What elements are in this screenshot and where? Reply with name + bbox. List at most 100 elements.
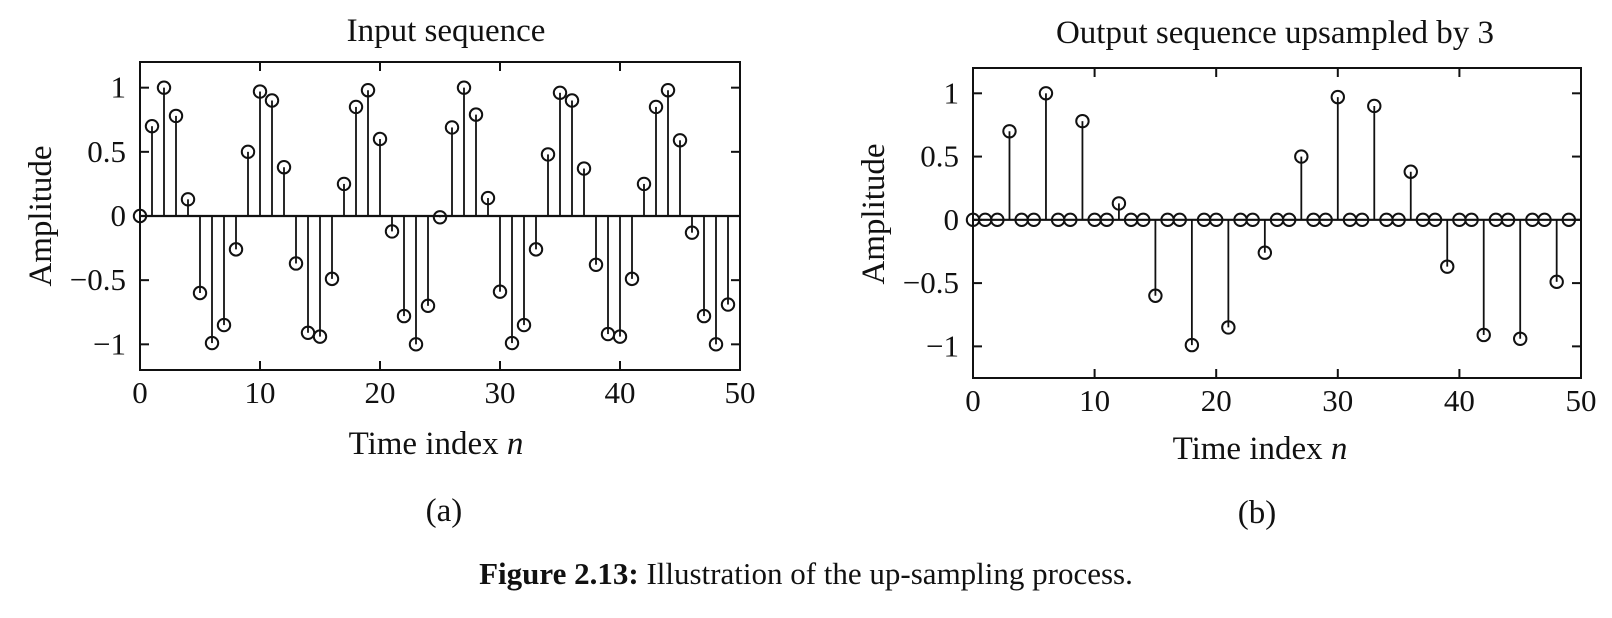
panel-a-stem-marker — [336, 176, 352, 192]
panel-a-stem-marker — [540, 147, 556, 162]
panel-b-stem-marker — [1513, 331, 1528, 346]
panel-b-stem-marker — [1038, 86, 1054, 101]
panel-a-stem-marker — [360, 83, 376, 98]
panel-b-stem-marker — [1063, 212, 1078, 228]
panel-a-stem-marker — [204, 335, 220, 351]
panel-b-stem-marker — [1561, 212, 1577, 228]
panel-a-x-tick-label: 50 — [725, 375, 756, 410]
panel-a-stem-marker — [288, 256, 304, 271]
panel-a-stem-marker — [552, 85, 568, 101]
panel-a-stem-marker — [324, 271, 340, 287]
panel-b-stem-marker — [1464, 212, 1479, 228]
panel-a-stem-marker — [192, 285, 208, 301]
panel-a-stem-marker — [240, 144, 256, 160]
panel-b-stem-marker — [1136, 212, 1151, 228]
panel-a-stem-marker — [216, 317, 232, 333]
panel-b-x-axis-label-variable: n — [1331, 431, 1348, 467]
figure-caption-label: Figure 2.13: — [479, 556, 639, 591]
panel-b-stem-marker — [1549, 274, 1564, 290]
panel-a-stem-marker — [516, 317, 532, 333]
panel-b-stem-marker — [1002, 124, 1017, 139]
panel-a-stem-marker — [660, 83, 676, 98]
panel-a-stem-marker — [276, 160, 292, 175]
panel-a-x-tick-label: 20 — [365, 375, 396, 410]
figure-caption: Figure 2.13: Illustration of the up-samp… — [479, 556, 1133, 591]
panel-a-plot-frame — [139, 61, 741, 371]
panel-a-stem-marker — [480, 190, 496, 206]
panel-a-x-axis-label-gap — [499, 426, 507, 462]
panel-a-input-sequence: Input sequence 0 10 20 30 40 50 −1 −0.5 0 0.5 1 Am… — [23, 13, 756, 529]
panel-b-stem-marker — [1221, 320, 1236, 335]
panel-b-x-axis-label-text: Time index — [1173, 431, 1324, 467]
panel-a-x-axis-label-variable: n — [507, 426, 524, 462]
panel-a-axes: 0 10 20 30 40 50 −1 −0.5 0 0.5 1 — [70, 62, 756, 410]
panel-a-y-tick-label: 1 — [111, 70, 127, 105]
panel-b-stem-marker — [1245, 212, 1260, 228]
panel-a-stem-marker — [612, 329, 628, 344]
panel-b-y-tick-label: −1 — [926, 328, 959, 363]
panel-b-x-tick-label: 10 — [1079, 383, 1110, 418]
panel-b-x-tick-label: 30 — [1322, 383, 1353, 418]
panel-a-stem-marker — [684, 225, 700, 240]
panel-b-stem-marker — [1281, 212, 1297, 228]
panel-a-stem-marker — [648, 99, 664, 115]
panel-a-stem-marker — [264, 93, 280, 108]
panel-a-stem-marker — [576, 161, 592, 176]
panel-b-stem-marker — [990, 212, 1005, 228]
panel-b-y-tick-label: 0.5 — [920, 139, 959, 174]
panel-b-title: Output sequence upsampled by 3 — [1056, 15, 1494, 51]
panel-a-stem-marker — [408, 337, 424, 352]
panel-b-x-axis-label-gap — [1323, 431, 1331, 467]
panel-a-stem-marker — [396, 308, 412, 324]
panel-a-stem-marker — [432, 210, 448, 225]
panel-b-stem-marker — [1476, 327, 1491, 343]
panel-b-stem-marker — [1148, 288, 1163, 303]
panel-b-stem-marker — [1075, 113, 1090, 129]
panel-b-stem-marker — [1257, 245, 1273, 260]
panel-b-stem-marker — [1354, 212, 1370, 228]
panel-b-stem-marker — [1537, 212, 1552, 228]
panel-a-stem-marker — [696, 308, 712, 324]
panel-b-stem-marker — [1427, 212, 1443, 228]
panel-b-stem-marker — [1172, 212, 1187, 228]
panel-b-x-tick-label: 50 — [1566, 383, 1597, 418]
panel-b-stem-marker — [1026, 212, 1042, 228]
panel-a-stem-marker — [420, 298, 436, 314]
panel-b-stem-marker — [1184, 337, 1200, 353]
panel-a-stem-marker — [384, 224, 400, 239]
panel-a-stem-marker — [156, 80, 172, 95]
panel-a-y-axis-label: Amplitude — [23, 145, 59, 286]
panel-a-y-tick-label: 0 — [111, 198, 127, 233]
panel-a-stem-marker — [252, 84, 268, 99]
panel-a-y-tick-label: −0.5 — [70, 262, 126, 297]
panel-a-x-tick-label: 0 — [132, 375, 148, 410]
panel-b-stem-marker — [1099, 212, 1114, 228]
panel-a-stem-marker — [144, 118, 160, 134]
panel-b-stem-marker — [1391, 212, 1406, 228]
panel-b-stem-marker — [1330, 89, 1346, 105]
panel-b-stem-marker — [1111, 196, 1127, 211]
panel-b-axes: 0 10 20 30 40 50 −1 −0.5 0 0.5 1 — [903, 68, 1597, 418]
panel-b-x-tick-label: 20 — [1201, 383, 1232, 418]
panel-b-stem-marker — [1403, 164, 1418, 179]
panel-a-title: Input sequence — [347, 13, 546, 49]
panel-b-x-axis-label: Time index n — [1173, 431, 1348, 467]
panel-b-output-sequence: Output sequence upsampled by 3 0 10 20 30 40… — [856, 15, 1597, 531]
panel-a-stem-marker — [468, 107, 484, 122]
panel-a-stem-marker — [444, 120, 460, 135]
panel-a-x-tick-label: 30 — [485, 375, 516, 410]
panel-a-stem-marker — [168, 108, 184, 124]
panel-a-label: (a) — [426, 493, 463, 529]
panel-a-stem-marker — [372, 131, 388, 147]
panel-a-stem-marker — [672, 133, 688, 148]
panel-b-label: (b) — [1238, 495, 1276, 531]
panel-b-stem-marker — [1440, 259, 1455, 274]
panel-a-stem-marker — [564, 93, 580, 108]
panel-b-stem-marker — [1367, 98, 1382, 114]
panel-a-stem-marker — [636, 176, 652, 192]
panel-b-y-axis-label: Amplitude — [856, 143, 892, 284]
panel-a-stem-marker — [312, 329, 328, 344]
panel-a-stem-marker — [492, 284, 508, 299]
panel-a-stem-marker — [720, 297, 736, 312]
